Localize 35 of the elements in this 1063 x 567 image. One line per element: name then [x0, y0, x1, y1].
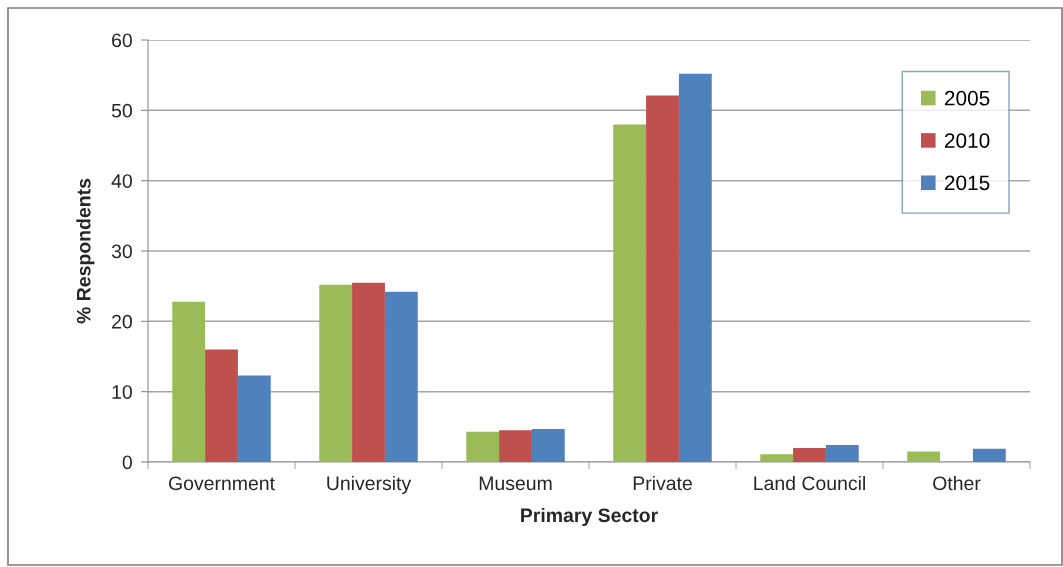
y-tick-label: 10 [112, 385, 132, 399]
y-tick-label: 0 [122, 455, 132, 470]
x-tick-label: University [327, 475, 412, 495]
bar [760, 454, 794, 462]
bar [172, 301, 206, 462]
y-axis-title: % Respondents [76, 178, 95, 324]
bar [352, 282, 385, 462]
bar [384, 291, 418, 462]
bar [466, 431, 500, 462]
x-tick-label: Museum [479, 476, 552, 491]
bar [531, 428, 565, 462]
bar [793, 447, 826, 462]
bar [646, 95, 679, 462]
bar [678, 73, 712, 462]
legend-label: 2010 [944, 133, 990, 148]
bar [825, 445, 859, 462]
y-tick-label: 40 [111, 174, 132, 188]
x-axis-title: Primary Sector [521, 507, 658, 527]
y-tick-label: 20 [112, 314, 132, 329]
y-tick-label: 60 [112, 33, 132, 48]
x-tick-label: Other [933, 475, 981, 491]
y-tick-label: 30 [111, 244, 132, 259]
x-tick-label: Private [633, 475, 692, 491]
bar [237, 375, 271, 462]
legend-label: 2005 [944, 90, 990, 106]
bar [205, 349, 238, 462]
bar [907, 451, 941, 462]
bar [613, 124, 647, 462]
bar [319, 284, 353, 462]
bar [499, 430, 532, 462]
legend-label: 2015 [944, 175, 990, 191]
y-tick-label: 50 [111, 103, 132, 118]
x-tick-label: Government [168, 476, 275, 491]
x-tick-label: Land Council [754, 475, 865, 491]
bar [972, 448, 1006, 462]
